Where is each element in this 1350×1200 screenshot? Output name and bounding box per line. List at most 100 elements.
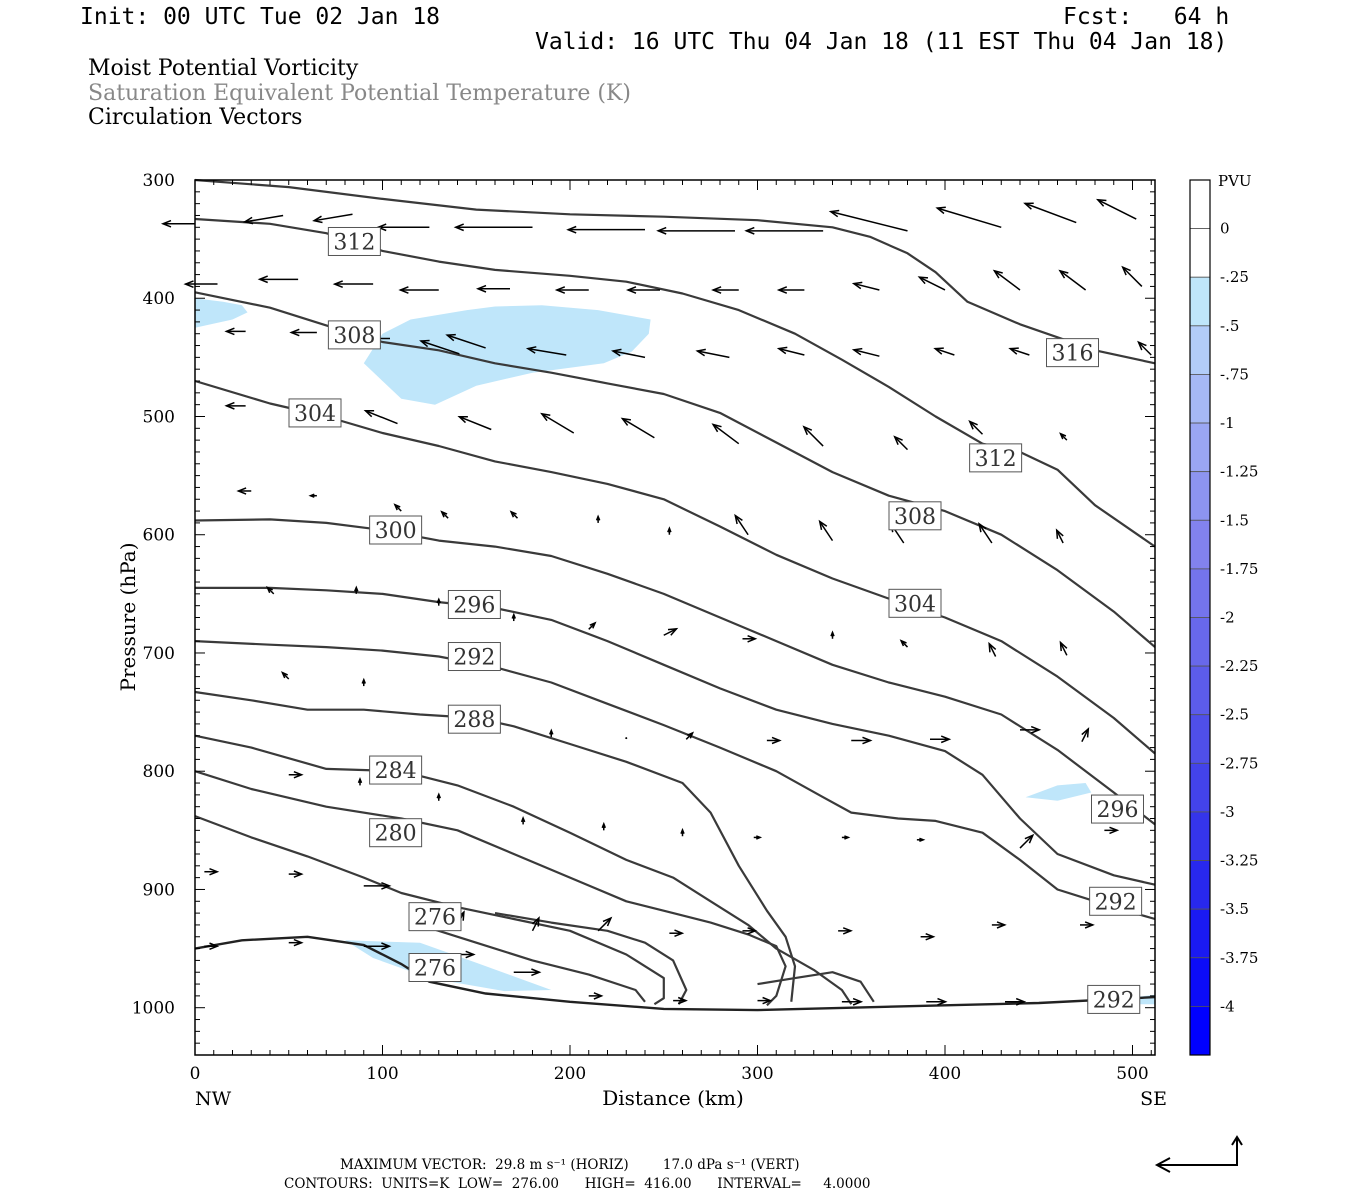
colorbar-label: -1.25 bbox=[1220, 463, 1258, 481]
contour-label: 296 bbox=[453, 593, 495, 618]
vector-arrow bbox=[776, 346, 805, 356]
vector-arrow bbox=[828, 209, 908, 232]
vector-arrow bbox=[1121, 265, 1143, 287]
colorbar-label: -.75 bbox=[1220, 365, 1249, 383]
vector-arrow bbox=[776, 286, 805, 294]
vector-arrow bbox=[695, 348, 730, 359]
vector-arrow bbox=[663, 627, 679, 636]
vector-arrow bbox=[475, 284, 510, 293]
vector-arrow bbox=[851, 347, 880, 357]
colorbar-label: -3 bbox=[1220, 803, 1235, 821]
colorbar-swatch bbox=[1189, 519, 1211, 570]
contour-label: 284 bbox=[375, 759, 417, 784]
vector-arrow bbox=[611, 348, 646, 359]
x-tick-label: 100 bbox=[366, 1064, 398, 1084]
contour-label: 312 bbox=[333, 230, 375, 255]
vector-arrow bbox=[597, 916, 613, 932]
colorbar-swatch bbox=[1189, 811, 1211, 861]
contour-label-box bbox=[369, 515, 423, 545]
vector-arrow bbox=[933, 347, 955, 356]
vector-arrow bbox=[1137, 340, 1152, 356]
vector-arrow bbox=[288, 938, 304, 947]
vector-arrow bbox=[1023, 202, 1077, 224]
contour-label: 308 bbox=[333, 324, 375, 349]
vector-arrow bbox=[1104, 826, 1120, 835]
vector-arrow bbox=[818, 519, 834, 542]
circulation-vectors bbox=[160, 198, 1152, 1006]
theta-contour-296 bbox=[195, 586, 1156, 886]
colorbar-label: 0 bbox=[1220, 220, 1230, 238]
theta-contour-316 bbox=[194, 178, 1156, 365]
vector-arrow bbox=[669, 929, 685, 937]
vector-arrow bbox=[1005, 997, 1027, 1006]
colorbar-title: PVU bbox=[1218, 172, 1252, 190]
vector-arrow bbox=[742, 927, 758, 935]
theta-contour-304 bbox=[194, 379, 1156, 755]
vector-arrow bbox=[595, 514, 601, 523]
colorbar-label: -.25 bbox=[1220, 268, 1249, 286]
vector-arrow bbox=[242, 214, 284, 225]
vector-arrow bbox=[363, 942, 392, 951]
plot-frame bbox=[194, 179, 1156, 1056]
vector-arrow bbox=[1095, 198, 1137, 220]
contour-label: 280 bbox=[375, 822, 417, 847]
y-tick-label: 700 bbox=[143, 644, 175, 664]
vector-arrow bbox=[757, 996, 773, 1005]
vector-arrow bbox=[935, 206, 1002, 229]
colorbar-swatch bbox=[1189, 568, 1211, 618]
contour-label: 276 bbox=[414, 957, 456, 982]
contour-label-box bbox=[447, 704, 501, 734]
vector-arrow bbox=[1059, 432, 1068, 441]
vector-arrow bbox=[1008, 347, 1030, 356]
vector-arrow bbox=[513, 968, 542, 977]
y-tick-label: 900 bbox=[143, 880, 175, 900]
vector-arrow bbox=[917, 276, 946, 291]
contour-label-box bbox=[288, 398, 342, 428]
x-tick-label: 200 bbox=[554, 1064, 586, 1084]
vector-arrow bbox=[744, 226, 824, 235]
vector-arrow bbox=[436, 597, 441, 606]
vector-arrow bbox=[1081, 727, 1090, 742]
theta-contour-276 bbox=[419, 923, 646, 1003]
vector-arrow bbox=[1019, 833, 1035, 849]
contour-label: 292 bbox=[453, 646, 495, 671]
contour-label-box bbox=[1089, 886, 1143, 916]
colorbar-label: -2 bbox=[1220, 609, 1235, 627]
colorbar-swatch bbox=[1189, 228, 1211, 278]
vector-arrow bbox=[711, 286, 739, 294]
contour-label-box bbox=[369, 755, 423, 785]
vector-arrow bbox=[509, 510, 519, 519]
vector-arrow bbox=[851, 736, 873, 745]
forecast-hour: Fcst: 64 h bbox=[1063, 4, 1230, 30]
contour-label: 308 bbox=[894, 505, 936, 530]
colorbar-swatch bbox=[1189, 665, 1211, 716]
theta-contour-268 bbox=[757, 971, 875, 1003]
vector-arrow bbox=[656, 226, 735, 235]
colorbar-label: -1 bbox=[1220, 414, 1235, 432]
vector-arrow bbox=[312, 213, 353, 224]
colorbar-label: -2.25 bbox=[1220, 657, 1258, 675]
vector-arrow bbox=[916, 837, 926, 843]
vector-arrow bbox=[393, 503, 402, 512]
vector-arrow bbox=[549, 728, 554, 737]
contour-label: 288 bbox=[453, 708, 495, 733]
vector-arrow bbox=[620, 417, 655, 439]
vector-arrow bbox=[236, 487, 252, 495]
vector-arrow bbox=[1020, 725, 1042, 734]
colorbar-swatch bbox=[1189, 276, 1211, 327]
vector-arrow bbox=[899, 639, 909, 648]
colorbar-label: -1.5 bbox=[1220, 511, 1249, 529]
contour-label: 316 bbox=[1052, 342, 1094, 367]
colorbar-swatch bbox=[1189, 471, 1211, 521]
vector-arrow bbox=[289, 328, 317, 337]
vector-arrow bbox=[930, 735, 952, 744]
contour-label-box bbox=[1091, 794, 1144, 824]
vector-arrow bbox=[680, 827, 685, 837]
vector-arrow bbox=[554, 286, 589, 294]
x-end-label-nw: NW bbox=[195, 1088, 232, 1110]
contour-info: CONTOURS: UNITS=K LOW= 276.00 HIGH= 416.… bbox=[284, 1176, 871, 1192]
colorbar-swatch bbox=[1189, 957, 1211, 1007]
contour-label-box bbox=[327, 320, 381, 350]
colorbar-label: -2.5 bbox=[1220, 706, 1249, 724]
axes: 0 100 200 300 400 500 300 400 500 600 700 800 900 100… bbox=[132, 171, 1156, 1084]
